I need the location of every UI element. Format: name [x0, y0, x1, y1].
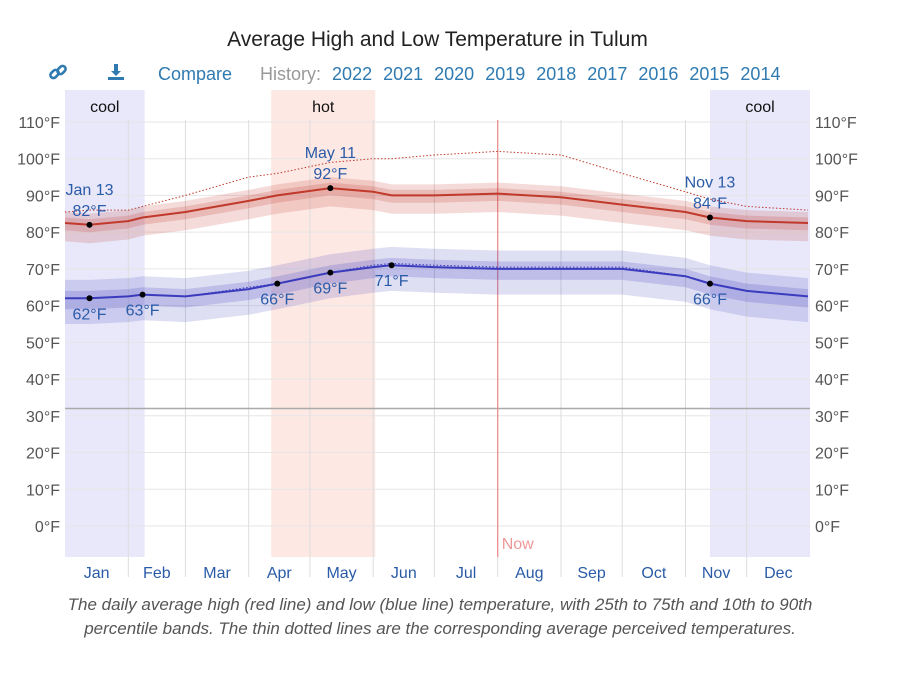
y-tick-label: 60°F [26, 299, 60, 316]
y-tick-label: 10°F [26, 482, 60, 499]
annotation-value: 84°F [693, 195, 727, 212]
history-label: History: [260, 64, 322, 84]
y-tick-label: 80°F [26, 225, 60, 242]
y-tick-label-right: 80°F [815, 225, 849, 242]
now-label: Now [502, 536, 534, 553]
y-tick-label: 100°F [17, 152, 60, 169]
x-tick-label: Mar [203, 565, 231, 582]
year-link[interactable]: 2014 [740, 64, 781, 84]
x-tick-label: Nov [702, 565, 730, 582]
annotation-value: 92°F [313, 166, 347, 183]
annotation-value: 82°F [73, 203, 107, 220]
chart-caption: The daily average high (red line) and lo… [67, 595, 813, 638]
x-tick-label: Aug [515, 565, 543, 582]
low-band-10-90 [65, 246, 808, 324]
y-tick-label-right: 110°F [815, 115, 857, 132]
x-tick-label: Apr [267, 565, 293, 582]
annotation-value: 66°F [260, 292, 294, 309]
season-label: cool [745, 99, 774, 116]
annotation-point [327, 185, 334, 192]
y-tick-label-right: 60°F [815, 299, 849, 316]
season-label: cool [90, 99, 119, 116]
y-tick-label-right: 50°F [815, 335, 849, 352]
year-link[interactable]: 2015 [689, 64, 730, 84]
annotation-point [388, 262, 395, 269]
year-link[interactable]: 2016 [638, 64, 679, 84]
high-line [64, 187, 809, 226]
annotation-point [86, 295, 93, 302]
annotation-value: 71°F [375, 273, 409, 290]
season-band [65, 90, 145, 557]
y-tick-label: 20°F [26, 446, 60, 463]
y-tick-label-right: 10°F [815, 482, 849, 499]
x-tick-label: May [326, 565, 356, 582]
annotation-value: 69°F [313, 281, 347, 298]
perceived-high-line [64, 150, 809, 213]
annotation-point [274, 280, 281, 287]
y-tick-label: 50°F [26, 335, 60, 352]
download-icon[interactable] [106, 62, 126, 87]
y-tick-label-right: 90°F [815, 188, 849, 205]
y-tick-label: 90°F [26, 188, 60, 205]
y-tick-label: 30°F [26, 409, 60, 426]
temperature-chart: cool hot cool 0°F 0°F 10°F 10°F 20°F 20°F 30°F 30°… [17, 90, 858, 582]
annotation-point [86, 221, 93, 228]
x-tick-label: Jan [84, 565, 110, 582]
annotation-value: 63°F [126, 303, 160, 320]
annotation-value: 66°F [693, 292, 727, 309]
y-tick-label-right: 100°F [815, 152, 858, 169]
year-link[interactable]: 2021 [383, 64, 424, 84]
low-band-25-75 [65, 257, 808, 310]
y-tick-label-right: 30°F [815, 409, 849, 426]
season-band [709, 90, 810, 557]
compare-link[interactable]: Compare [158, 64, 233, 84]
annotation-point [327, 269, 334, 276]
y-tick-label-right: 40°F [815, 372, 849, 389]
toolbar: Compare History: 2022 2021 2020 2019 201… [48, 62, 791, 87]
year-link[interactable]: 2018 [536, 64, 577, 84]
y-tick-label-right: 0°F [815, 519, 840, 536]
y-tick-label: 70°F [26, 262, 60, 279]
y-tick-label: 40°F [26, 372, 60, 389]
y-tick-label-right: 20°F [815, 446, 849, 463]
y-tick-label-right: 70°F [815, 262, 849, 279]
x-tick-label: Jul [456, 565, 476, 582]
annotation-date: Jan 13 [65, 182, 113, 199]
y-tick-label: 110°F [18, 115, 60, 132]
link-icon[interactable] [48, 62, 68, 87]
year-link[interactable]: 2020 [434, 64, 475, 84]
high-band-10-90 [65, 177, 808, 244]
x-tick-label: Sep [577, 565, 606, 582]
y-tick-label: 0°F [35, 519, 60, 536]
annotation-date: Nov 13 [685, 174, 736, 191]
annotation-date: May 11 [305, 145, 356, 162]
x-tick-label: Jun [391, 565, 417, 582]
year-link[interactable]: 2022 [332, 64, 373, 84]
year-link[interactable]: 2017 [587, 64, 628, 84]
season-band [271, 90, 376, 557]
x-tick-label: Dec [764, 565, 792, 582]
season-label: hot [312, 99, 335, 116]
year-link[interactable]: 2019 [485, 64, 526, 84]
annotation-point [706, 280, 713, 287]
annotation-point [706, 214, 713, 221]
chart-title: Average High and Low Temperature in Tulu… [227, 28, 648, 51]
x-tick-label: Feb [143, 565, 171, 582]
annotation-point [139, 291, 146, 298]
x-tick-label: Oct [641, 565, 666, 582]
annotation-value: 62°F [73, 306, 107, 323]
